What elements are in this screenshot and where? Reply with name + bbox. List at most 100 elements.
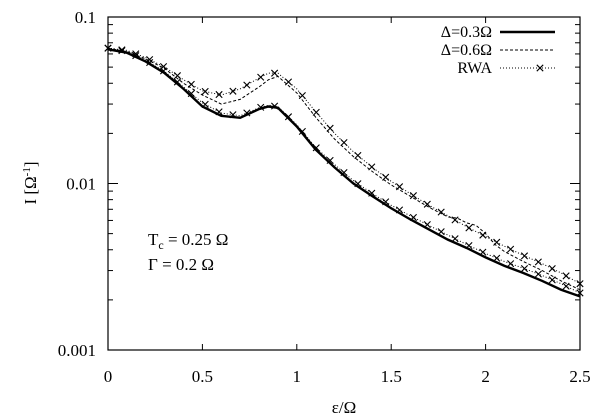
annotation-gamma-main: Γ xyxy=(148,255,158,274)
x-tick-label: 1.5 xyxy=(381,367,402,386)
legend-label: RWA xyxy=(457,60,492,77)
series-marker xyxy=(465,241,473,250)
x-tick-label: 0 xyxy=(104,367,113,386)
series-marker xyxy=(493,254,501,262)
y-axis-label-close: ] xyxy=(21,161,40,167)
legend-marker xyxy=(536,64,544,72)
series-marker xyxy=(562,282,570,290)
series-marker xyxy=(451,216,459,224)
series-marker xyxy=(159,62,168,71)
series-marker xyxy=(243,109,251,117)
series-marker xyxy=(409,192,418,200)
series-marker xyxy=(284,78,293,86)
annotation-tc-main: T xyxy=(148,230,159,249)
series-marker xyxy=(548,265,556,273)
series-marker xyxy=(187,80,195,88)
series-marker xyxy=(437,228,445,236)
series-marker xyxy=(257,103,265,111)
series-marker xyxy=(104,44,112,52)
y-axis-label-main: I [Ω xyxy=(21,176,40,204)
annotation-tc: Tc = 0.25 Ω xyxy=(148,230,228,252)
series-marker xyxy=(506,260,515,268)
series-marker xyxy=(368,189,376,197)
series-line xyxy=(107,47,581,294)
series-marker xyxy=(215,90,223,99)
series-marker xyxy=(340,139,348,147)
series-marker xyxy=(493,238,501,246)
series-marker xyxy=(229,111,237,119)
x-tick-label: 1 xyxy=(293,367,302,386)
series-marker xyxy=(201,100,209,108)
series-marker xyxy=(257,73,265,81)
plot-frame xyxy=(107,16,581,351)
series-marker xyxy=(520,252,529,260)
series-marker xyxy=(368,163,376,171)
series-marker xyxy=(479,231,487,239)
series-marker xyxy=(132,50,140,58)
series-marker xyxy=(284,113,293,121)
series-marker xyxy=(173,78,182,86)
series-marker xyxy=(354,180,362,188)
annotation-gamma: Γ = 0.2 Ω xyxy=(148,255,214,274)
x-tick-label: 2.5 xyxy=(569,367,590,386)
series-marker xyxy=(465,224,473,232)
annotation-gamma-rest: = 0.2 Ω xyxy=(158,255,214,274)
series-marker xyxy=(118,47,126,55)
series-marker xyxy=(187,89,195,98)
series-marker xyxy=(118,46,126,54)
series-marker xyxy=(534,258,542,266)
y-axis-label: I [Ω-1] xyxy=(21,161,40,204)
y-axis: 0.001 0.01 0.1 xyxy=(58,8,580,360)
x-tick-label: 0.5 xyxy=(192,367,213,386)
series-marker xyxy=(215,108,223,116)
annotation-tc-sub: c xyxy=(158,238,163,252)
y-tick-label: 0.1 xyxy=(75,8,96,27)
series-marker xyxy=(479,248,487,256)
legend-label: Δ=0.6Ω xyxy=(441,42,492,59)
series-3 xyxy=(104,44,584,288)
series-marker xyxy=(451,235,459,243)
series-marker xyxy=(298,127,306,136)
series-marker xyxy=(548,276,556,284)
x-axis-label: ε/Ω xyxy=(332,398,357,417)
series-marker xyxy=(576,289,584,297)
series-marker xyxy=(243,81,251,89)
series-marker xyxy=(423,200,431,208)
series-marker xyxy=(146,56,154,64)
series-marker xyxy=(437,208,445,216)
series-marker xyxy=(562,272,570,280)
x-axis: 0 0.5 1 1.5 2 2.5 xyxy=(104,17,591,386)
series-marker xyxy=(270,102,279,110)
series-marker xyxy=(132,52,140,60)
series-marker xyxy=(298,92,306,100)
legend-label: Δ=0.3Ω xyxy=(441,24,492,41)
series-marker xyxy=(312,144,320,152)
y-axis-label-sup: -1 xyxy=(21,167,33,176)
series-marker xyxy=(506,245,515,253)
series-marker xyxy=(423,220,431,229)
series-marker xyxy=(576,280,584,288)
series-marker xyxy=(409,213,418,222)
series-marker xyxy=(354,151,362,160)
series-marker xyxy=(173,72,182,80)
series-marker xyxy=(520,265,529,273)
y-tick-label: 0.001 xyxy=(58,341,96,360)
series-marker xyxy=(382,198,390,206)
series-marker xyxy=(395,183,404,191)
series-marker xyxy=(534,270,542,278)
series-1 xyxy=(104,44,584,297)
series-marker xyxy=(382,173,390,181)
series-layer xyxy=(104,44,584,298)
series-marker xyxy=(326,156,334,165)
series-marker xyxy=(340,169,348,177)
series-marker xyxy=(395,206,404,214)
series-marker xyxy=(229,87,237,95)
series-marker xyxy=(326,124,334,132)
series-marker xyxy=(270,69,279,77)
x-tick-label: 2 xyxy=(481,367,490,386)
y-tick-label: 0.01 xyxy=(66,175,96,194)
series-marker xyxy=(312,108,320,116)
annotation-tc-rest: = 0.25 Ω xyxy=(164,230,229,249)
